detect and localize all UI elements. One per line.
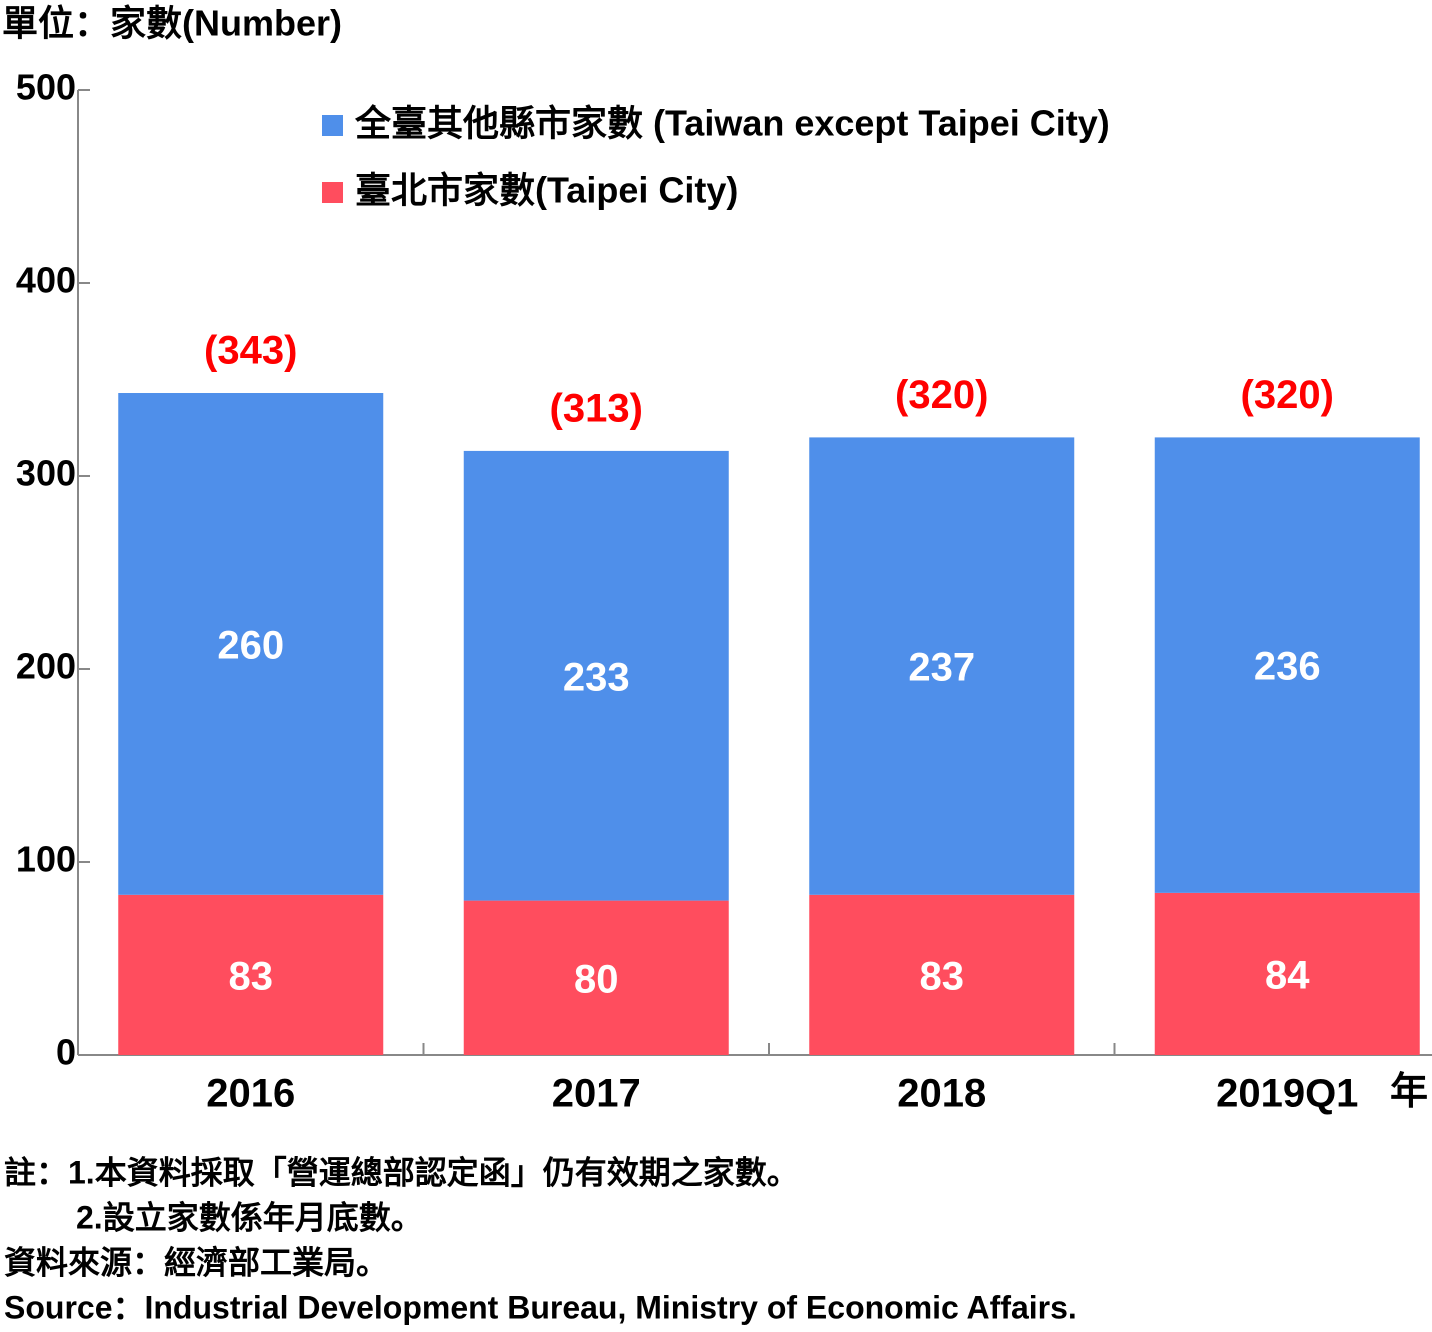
source: Source：Industrial Development Bureau, Mi… [4,1289,1077,1325]
y-tick-label: 200 [16,646,76,687]
legend-label: 臺北市家數(Taipei City) [355,170,738,211]
total-label: (320) [895,373,988,417]
total-label: (313) [550,386,643,430]
bar-segment [118,393,384,895]
value-label: 237 [908,646,975,690]
legend-swatch [322,182,343,203]
x-axis-label: 年 [1390,1071,1428,1113]
bar-segment [463,900,729,1055]
unit-label: 單位：家數(Number) [2,3,342,44]
total-label: (320) [1241,373,1334,417]
value-label: 84 [1265,954,1310,998]
bar-segment [809,894,1075,1055]
bar-segment [118,894,384,1055]
source: 資料來源：經濟部工業局。 [4,1244,388,1280]
value-label: 80 [574,957,619,1001]
value-label: 236 [1254,645,1321,689]
y-tick-label: 400 [16,260,76,301]
value-label: 233 [563,655,630,699]
value-label: 83 [229,954,274,998]
y-tick-label: 0 [56,1032,76,1073]
y-tick-label: 500 [16,67,76,108]
value-label: 260 [217,623,284,667]
note: 註：1.本資料採取「營運總部認定函」仍有效期之家數。 [4,1154,799,1190]
total-label: (343) [204,329,297,373]
legend-swatch [322,115,343,136]
x-tick-label: 2017 [552,1072,641,1116]
y-tick-label: 300 [16,453,76,494]
value-label: 83 [920,954,965,998]
bar-segment [1154,892,1420,1055]
bar-segment [463,450,729,901]
legend-label: 全臺其他縣市家數 (Taiwan except Taipei City) [354,103,1110,144]
bar-segment [809,437,1075,895]
x-tick-label: 2018 [897,1072,986,1116]
x-tick-label: 2016 [206,1072,295,1116]
x-tick-label: 2019Q1 [1216,1072,1358,1116]
note: 2.設立家數係年月底數。 [76,1199,423,1235]
y-tick-label: 100 [16,839,76,880]
bar-segment [1154,437,1420,893]
